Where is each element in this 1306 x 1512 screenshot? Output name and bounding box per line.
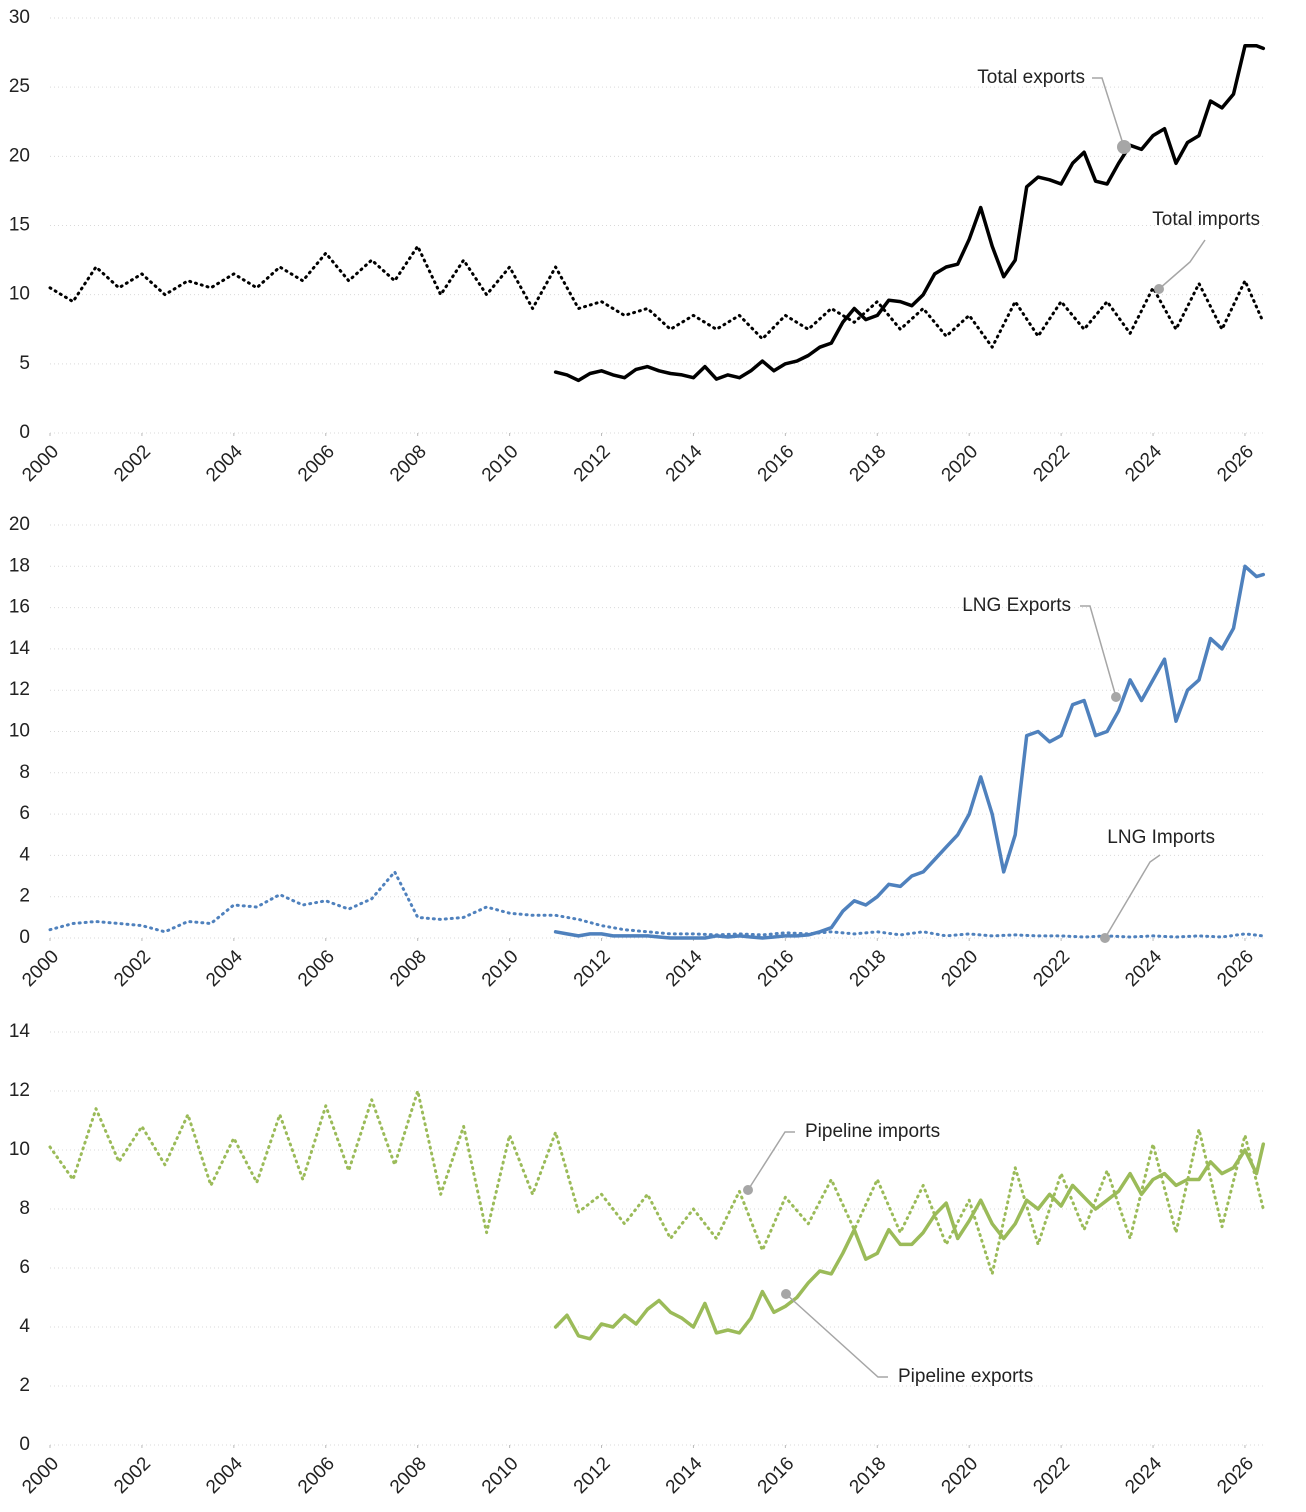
x-tick-label: 2024: [1121, 1453, 1166, 1498]
y-tick-label: 6: [19, 1257, 30, 1278]
callout-dot: [1100, 933, 1110, 943]
x-tick-label: 2002: [110, 1453, 155, 1498]
callout-dot: [1117, 140, 1131, 154]
series-label: Pipeline imports: [805, 1121, 940, 1142]
callout-dot: [1111, 692, 1121, 702]
callout-line: [1104, 854, 1161, 939]
y-tick-label: 18: [9, 555, 30, 576]
y-tick-label: 10: [9, 1139, 30, 1160]
x-tick-label: 2020: [938, 946, 983, 991]
x-tick-label: 2016: [754, 441, 799, 486]
x-tick-label: 2024: [1121, 946, 1166, 991]
series-label: Total exports: [977, 67, 1085, 88]
x-tick-label: 2026: [1213, 946, 1258, 991]
y-tick-label: 5: [19, 353, 30, 374]
x-tick-label: 2014: [662, 441, 707, 486]
x-tick-label: 2006: [294, 441, 339, 486]
x-tick-label: 2006: [294, 946, 339, 991]
x-tick-label: 2012: [570, 1453, 615, 1498]
y-tick-label: 4: [19, 844, 30, 865]
y-tick-label: 16: [9, 597, 30, 618]
x-tick-label: 2000: [18, 1453, 63, 1498]
series-line: [553, 43, 1266, 383]
y-tick-label: 0: [19, 422, 30, 443]
x-tick-label: 2004: [202, 1453, 247, 1498]
x-tick-label: 2016: [754, 1453, 799, 1498]
series-label: LNG Imports: [1107, 827, 1215, 848]
x-tick-label: 2022: [1029, 441, 1074, 486]
callout-line: [747, 1131, 795, 1191]
y-tick-label: 12: [9, 1080, 30, 1101]
series-line: [48, 870, 1265, 939]
x-tick-label: 2018: [846, 946, 891, 991]
x-tick-label: 2008: [386, 946, 431, 991]
x-tick-label: 2000: [18, 946, 63, 991]
series-label: LNG Exports: [962, 595, 1071, 616]
series-label: Pipeline exports: [898, 1366, 1033, 1387]
y-tick-label: 0: [19, 927, 30, 948]
y-tick-label: 0: [19, 1434, 30, 1455]
y-tick-label: 2: [19, 886, 30, 907]
x-tick-label: 2010: [478, 946, 523, 991]
series-line: [48, 1089, 1265, 1276]
callout-line: [1080, 605, 1117, 698]
y-tick-label: 8: [19, 1198, 30, 1219]
x-tick-label: 2012: [570, 946, 615, 991]
series-label: Total imports: [1152, 209, 1260, 230]
x-tick-label: 2026: [1213, 1453, 1258, 1498]
y-tick-label: 12: [9, 679, 30, 700]
y-tick-label: 10: [9, 284, 30, 305]
y-tick-label: 14: [9, 1021, 31, 1042]
x-tick-label: 2014: [662, 946, 707, 991]
y-tick-label: 15: [9, 215, 30, 236]
y-tick-label: 25: [9, 76, 30, 97]
callout-line: [1092, 77, 1125, 148]
y-tick-label: 20: [9, 514, 30, 535]
x-tick-label: 2018: [846, 441, 891, 486]
y-tick-label: 20: [9, 145, 30, 166]
y-tick-label: 2: [19, 1375, 30, 1396]
callout-line: [1158, 239, 1206, 290]
y-tick-label: 30: [9, 7, 30, 28]
y-tick-label: 6: [19, 803, 30, 824]
series-line: [553, 1142, 1266, 1341]
x-tick-label: 2010: [478, 441, 523, 486]
x-tick-label: 2018: [846, 1453, 891, 1498]
callout-dot: [781, 1289, 791, 1299]
x-tick-label: 2020: [938, 1453, 983, 1498]
x-tick-label: 2004: [202, 946, 247, 991]
x-tick-label: 2016: [754, 946, 799, 991]
callout-line: [785, 1293, 888, 1378]
x-tick-label: 2022: [1029, 946, 1074, 991]
x-tick-label: 2002: [110, 946, 155, 991]
x-tick-label: 2026: [1213, 441, 1258, 486]
x-tick-label: 2012: [570, 441, 615, 486]
x-tick-label: 2008: [386, 1453, 431, 1498]
x-tick-label: 2010: [478, 1453, 523, 1498]
x-tick-label: 2024: [1121, 441, 1166, 486]
callout-dot: [1154, 284, 1164, 294]
y-tick-label: 8: [19, 762, 30, 783]
y-tick-label: 10: [9, 721, 30, 742]
callout-dot: [743, 1185, 753, 1195]
x-tick-label: 2020: [938, 441, 983, 486]
series-line: [48, 244, 1265, 349]
x-tick-label: 2002: [110, 441, 155, 486]
x-tick-label: 2004: [202, 441, 247, 486]
y-tick-label: 4: [19, 1316, 30, 1337]
series-line: [553, 564, 1266, 940]
y-tick-label: 14: [9, 638, 31, 659]
x-tick-label: 2014: [662, 1453, 707, 1498]
x-tick-label: 2006: [294, 1453, 339, 1498]
x-tick-label: 2022: [1029, 1453, 1074, 1498]
x-tick-label: 2000: [18, 441, 63, 486]
x-tick-label: 2008: [386, 441, 431, 486]
